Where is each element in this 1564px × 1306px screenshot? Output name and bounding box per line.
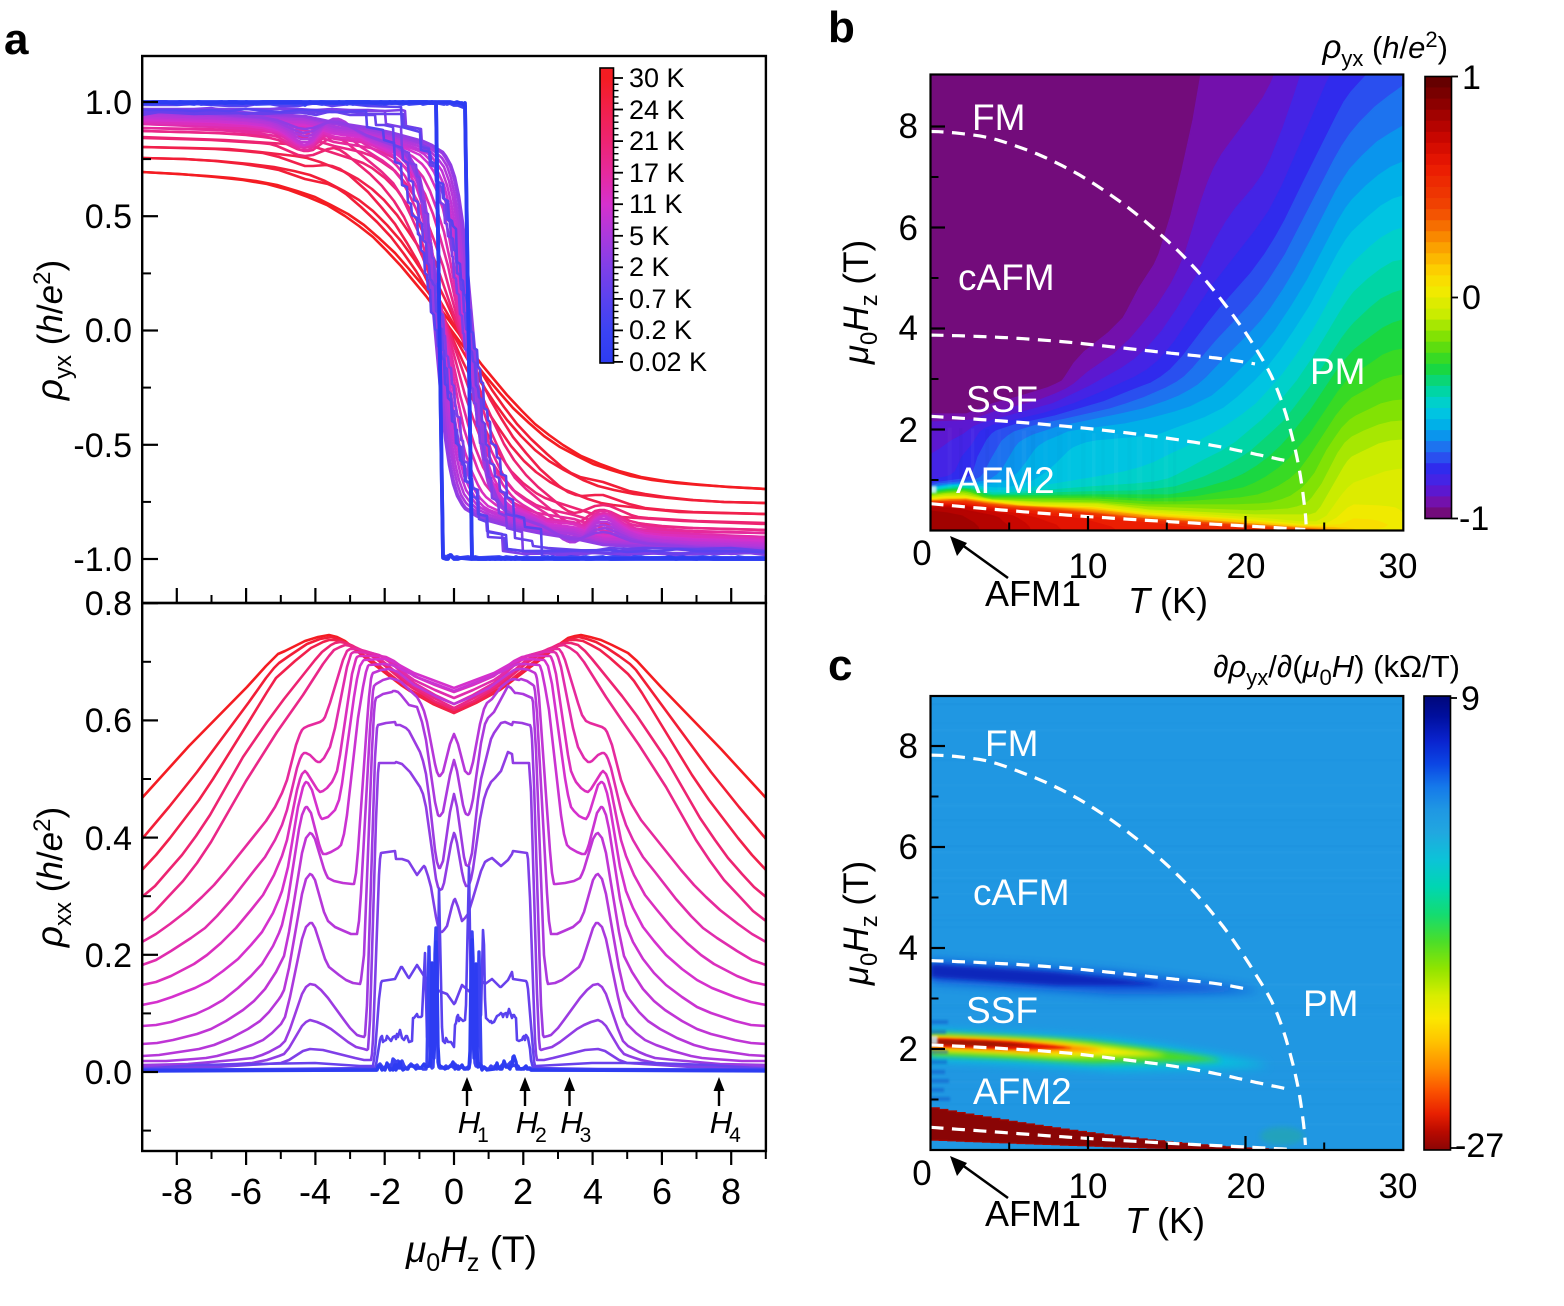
svg-text:8: 8	[899, 727, 918, 766]
svg-text:PM: PM	[1303, 983, 1359, 1024]
svg-text:2: 2	[899, 1030, 918, 1069]
svg-text:0.2 K: 0.2 K	[629, 315, 692, 345]
svg-text:AFM2: AFM2	[956, 460, 1055, 501]
svg-text:0: 0	[1462, 279, 1481, 317]
svg-text:2: 2	[899, 411, 918, 450]
svg-text:-6: -6	[230, 1171, 262, 1212]
svg-text:-4: -4	[299, 1171, 331, 1212]
svg-text:1.0: 1.0	[85, 84, 132, 122]
svg-text:0: 0	[444, 1171, 464, 1212]
svg-text:FM: FM	[972, 97, 1025, 138]
svg-text:6: 6	[652, 1171, 672, 1212]
svg-text:cAFM: cAFM	[958, 257, 1055, 298]
svg-text:21 K: 21 K	[629, 126, 685, 156]
svg-text:ρxx (h/e2): ρxx (h/e2)	[29, 807, 77, 948]
svg-text:0.8: 0.8	[85, 585, 132, 623]
svg-text:T (K): T (K)	[1128, 580, 1208, 621]
svg-text:b: b	[828, 3, 855, 52]
svg-text:H: H	[710, 1105, 733, 1140]
svg-text:2 K: 2 K	[629, 252, 670, 282]
svg-text:-1.0: -1.0	[73, 541, 132, 579]
svg-text:0.7 K: 0.7 K	[629, 284, 692, 314]
svg-text:8: 8	[899, 107, 918, 146]
svg-text:AFM1: AFM1	[985, 1193, 1081, 1234]
svg-text:-8: -8	[161, 1171, 193, 1212]
svg-text:20: 20	[1227, 1167, 1266, 1206]
svg-text:0.6: 0.6	[85, 702, 132, 740]
svg-text:4: 4	[899, 309, 918, 348]
svg-text:-2: -2	[369, 1171, 401, 1212]
svg-text:4: 4	[583, 1171, 603, 1212]
svg-text:cAFM: cAFM	[973, 872, 1070, 913]
svg-text:c: c	[828, 641, 852, 690]
svg-text:H: H	[458, 1105, 481, 1140]
svg-text:2: 2	[535, 1124, 547, 1147]
svg-text:FM: FM	[985, 723, 1038, 764]
svg-text:0.0: 0.0	[85, 1054, 132, 1092]
svg-text:17 K: 17 K	[629, 158, 685, 188]
svg-text:-27: -27	[1455, 1127, 1504, 1165]
svg-text:a: a	[4, 15, 29, 64]
svg-text:0.2: 0.2	[85, 937, 132, 975]
svg-text:6: 6	[899, 828, 918, 867]
svg-text:9: 9	[1461, 680, 1480, 718]
svg-text:30: 30	[1379, 547, 1418, 586]
svg-text:H: H	[560, 1105, 583, 1140]
svg-text:6: 6	[899, 209, 918, 248]
svg-text:μ0Hz (T): μ0Hz (T)	[837, 861, 883, 986]
svg-text:2: 2	[513, 1171, 533, 1212]
svg-text:0.0: 0.0	[85, 312, 132, 350]
svg-text:10: 10	[1069, 547, 1108, 586]
svg-text:5 K: 5 K	[629, 221, 670, 251]
svg-text:30 K: 30 K	[629, 63, 685, 93]
svg-text:H: H	[516, 1105, 539, 1140]
svg-text:ρyx (h/e2): ρyx (h/e2)	[29, 260, 77, 401]
svg-text:0.4: 0.4	[85, 820, 132, 858]
svg-text:3: 3	[580, 1124, 592, 1147]
svg-text:10: 10	[1069, 1167, 1108, 1206]
svg-text:20: 20	[1227, 547, 1266, 586]
svg-text:24 K: 24 K	[629, 95, 685, 125]
svg-text:μ0Hz (T): μ0Hz (T)	[837, 240, 883, 365]
svg-text:-1: -1	[1459, 500, 1489, 538]
svg-text:μ0Hz (T): μ0Hz (T)	[405, 1229, 537, 1277]
svg-text:1: 1	[477, 1124, 489, 1147]
svg-text:0: 0	[912, 534, 931, 573]
svg-text:SSF: SSF	[966, 379, 1038, 420]
svg-text:0.02 K: 0.02 K	[629, 347, 707, 377]
svg-text:4: 4	[899, 929, 918, 968]
svg-text:11 K: 11 K	[629, 189, 683, 219]
svg-text:T (K): T (K)	[1125, 1200, 1205, 1241]
svg-text:AFM1: AFM1	[985, 573, 1081, 614]
svg-text:-0.5: -0.5	[73, 427, 132, 465]
svg-text:30: 30	[1379, 1167, 1418, 1206]
svg-text:AFM2: AFM2	[973, 1071, 1072, 1112]
svg-text:4: 4	[729, 1124, 741, 1147]
svg-text:8: 8	[721, 1171, 741, 1212]
svg-text:0: 0	[912, 1154, 931, 1193]
svg-text:SSF: SSF	[966, 990, 1038, 1031]
svg-text:0.5: 0.5	[85, 198, 132, 236]
svg-text:1: 1	[1462, 59, 1481, 97]
svg-text:PM: PM	[1310, 351, 1366, 392]
